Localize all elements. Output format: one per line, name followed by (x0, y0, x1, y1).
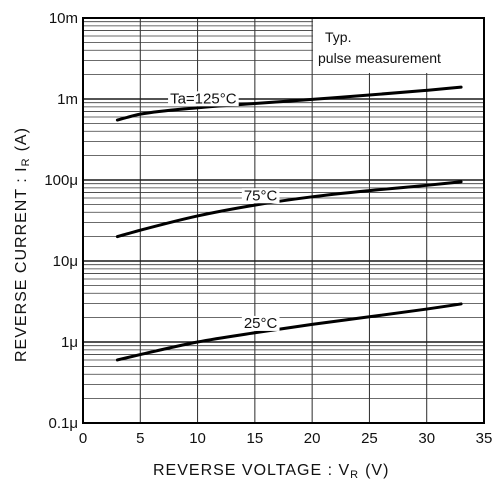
y-tick-label: 10m (49, 10, 78, 27)
y-tick-label: 10μ (53, 253, 78, 270)
y-tick-label: 1m (57, 91, 78, 108)
series-line (115, 302, 463, 362)
series-line (115, 180, 463, 239)
curves (115, 85, 463, 362)
y-tick-label: 0.1μ (49, 415, 79, 432)
series-label: 25°C (244, 315, 278, 332)
note-pulse-measurement: pulse measurement (318, 50, 441, 66)
x-axis-title-subscript: R (350, 469, 359, 481)
y-tick-label: 100μ (44, 172, 78, 189)
series-label: 75°C (244, 187, 278, 204)
y-axis-title-unit: (A) (13, 127, 30, 151)
plot-frame (82, 17, 485, 424)
x-tick-label: 20 (304, 430, 321, 447)
x-tick-label: 10 (189, 430, 206, 447)
series-label-background (168, 91, 239, 107)
x-tick-labels: 0 5 10 15 20 25 30 35 (79, 430, 493, 447)
series-line (115, 85, 463, 122)
series-label-background (241, 188, 280, 204)
x-tick-label: 30 (418, 430, 435, 447)
x-axis-title: REVERSE VOLTAGE : VR (V) (153, 462, 389, 481)
y-tick-label: 1μ (61, 334, 78, 351)
y-axis-title-main: REVERSE CURRENT : I (13, 166, 30, 362)
series-label: Ta=125°C (170, 90, 237, 107)
x-axis-title-main: REVERSE VOLTAGE : V (153, 462, 350, 479)
series-label-background (241, 315, 280, 331)
y-tick-labels: 0.1μ 1μ 10μ 100μ 1m 10m (44, 10, 78, 432)
note-box: Typ. pulse measurement (313, 19, 483, 73)
x-tick-label: 25 (361, 430, 378, 447)
x-tick-label: 0 (79, 430, 87, 447)
x-axis-title-unit: (V) (365, 462, 389, 479)
y-axis-title: REVERSE CURRENT : IR (A) (13, 127, 32, 362)
note-typ: Typ. (325, 29, 351, 45)
series-labels: Ta=125°C 75°C 25°C (168, 90, 280, 332)
grid (83, 18, 484, 423)
x-tick-label: 5 (136, 430, 144, 447)
y-axis-title-subscript: R (20, 157, 32, 166)
x-tick-label: 35 (476, 430, 493, 447)
x-tick-label: 15 (247, 430, 264, 447)
